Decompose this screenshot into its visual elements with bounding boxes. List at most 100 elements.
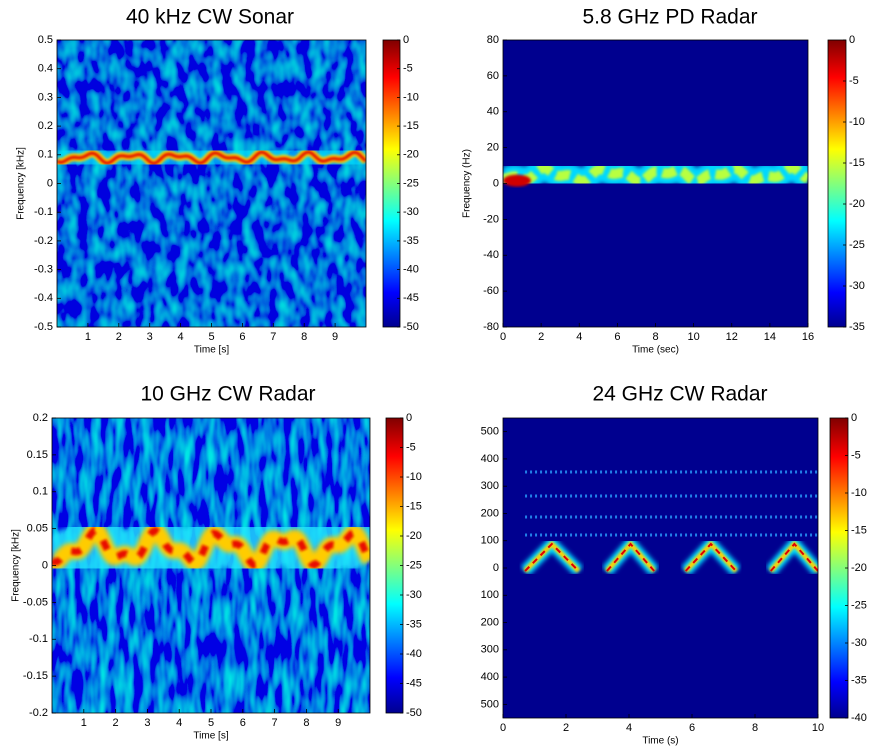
y-tick-label: -0.5 — [34, 321, 53, 333]
y-tick-label: 80 — [487, 34, 499, 46]
spectrogram-blob — [503, 174, 531, 187]
panel: 5.8 GHz PD Radar 0 2 4 6 8 10 12 14 16 -80 -60 -40 -2… — [462, 6, 865, 356]
spectrogram-noise — [57, 40, 366, 327]
x-axis-label: Time [s] — [194, 345, 229, 356]
y-tick-label: 0.4 — [38, 63, 53, 75]
colorbar-tick-label: -30 — [849, 280, 865, 292]
colorbar-tick-label: -5 — [403, 63, 413, 75]
x-tick-label: 7 — [272, 717, 278, 729]
y-tick-label: -80 — [483, 321, 499, 333]
spectrogram-background — [503, 418, 818, 718]
spectrogram-arc — [684, 542, 737, 572]
y-tick-label: 200 — [481, 616, 499, 628]
y-tick-label: 400 — [481, 453, 499, 465]
chart-title: 40 kHz CW Sonar — [126, 6, 294, 29]
spectrogram-arc — [606, 542, 655, 572]
x-tick-label: 14 — [764, 331, 776, 343]
x-tick-label: 0 — [500, 331, 506, 343]
x-axis-label: Time (s) — [642, 736, 678, 747]
colorbar-tick-label: -35 — [406, 618, 422, 630]
colorbar — [827, 39, 847, 328]
colorbar-tick-label: -45 — [406, 677, 422, 689]
y-tick-label: 200 — [481, 507, 499, 519]
panel: 40 kHz CW Sonar 1 2 3 4 5 6 7 8 9 -0.5 -0.4 -0.3 -0.2… — [16, 6, 419, 356]
chart-title: 10 GHz CW Radar — [140, 383, 315, 406]
x-tick-label: 6 — [239, 331, 245, 343]
x-tick-label: 10 — [812, 722, 824, 734]
x-tick-label: 3 — [147, 331, 153, 343]
y-tick-label: 400 — [481, 671, 499, 683]
colorbar-tick-label: -20 — [851, 562, 867, 574]
colorbar-tick-label: -15 — [851, 524, 867, 536]
x-tick-label: 6 — [240, 717, 246, 729]
x-tick-label: 9 — [335, 717, 341, 729]
chart-title: 24 GHz CW Radar — [592, 383, 767, 406]
colorbar-tick-label: 0 — [851, 412, 857, 424]
y-tick-label: 0.5 — [38, 34, 53, 46]
x-tick-label: 8 — [652, 331, 658, 343]
y-tick-label: 500 — [481, 426, 499, 438]
y-tick-label: 0.3 — [38, 91, 53, 103]
y-axis-label: Frequency [kHz] — [16, 147, 27, 220]
colorbar-tick-label: -45 — [403, 292, 419, 304]
y-tick-label: -0.2 — [34, 235, 53, 247]
x-tick-label: 7 — [270, 331, 276, 343]
chart-title: 5.8 GHz PD Radar — [582, 6, 757, 29]
y-tick-label: 0.1 — [33, 486, 48, 498]
colorbar-tick-label: -15 — [849, 157, 865, 169]
colorbar-tick-label: -35 — [403, 235, 419, 247]
colorbar-tick-label: -10 — [406, 471, 422, 483]
spectrogram-arc — [524, 542, 580, 572]
y-tick-label: 0 — [42, 559, 48, 571]
colorbar-tick-label: -35 — [849, 321, 865, 333]
colorbar-tick-label: -20 — [406, 530, 422, 542]
colorbar-tick-label: 0 — [403, 34, 409, 46]
y-tick-label: -20 — [483, 213, 499, 225]
x-tick-label: 8 — [303, 717, 309, 729]
y-tick-label: -0.1 — [29, 633, 48, 645]
x-tick-label: 2 — [563, 722, 569, 734]
y-tick-label: -0.15 — [23, 670, 48, 682]
x-tick-label: 6 — [689, 722, 695, 734]
colorbar-tick-label: -5 — [406, 441, 416, 453]
colorbar-tick-label: 0 — [406, 412, 412, 424]
y-tick-label: 20 — [487, 142, 499, 154]
x-tick-label: 0 — [500, 722, 506, 734]
x-tick-label: 4 — [576, 331, 582, 343]
colorbar-tick-label: -25 — [849, 239, 865, 251]
colorbar-tick-label: -30 — [851, 637, 867, 649]
y-tick-label: 60 — [487, 70, 499, 82]
x-tick-label: 3 — [144, 717, 150, 729]
y-tick-label: 0.05 — [27, 523, 48, 535]
colorbar-tick-label: -40 — [851, 712, 867, 724]
y-tick-label: -60 — [483, 285, 499, 297]
y-tick-label: -0.2 — [29, 707, 48, 719]
x-tick-label: 9 — [332, 331, 338, 343]
panel: 24 GHz CW Radar 0 2 4 6 8 10 500 400 300 200 100 0 10… — [481, 383, 867, 747]
y-tick-label: -0.05 — [23, 596, 48, 608]
x-tick-label: 16 — [802, 331, 814, 343]
x-tick-label: 1 — [81, 717, 87, 729]
spectrogram — [503, 418, 818, 718]
y-tick-label: -0.3 — [34, 264, 53, 276]
colorbar-tick-label: -20 — [849, 198, 865, 210]
x-tick-label: 2 — [113, 717, 119, 729]
y-tick-label: -0.4 — [34, 292, 53, 304]
x-axis-label: Time (sec) — [632, 345, 679, 356]
x-tick-label: 5 — [208, 717, 214, 729]
y-tick-label: 100 — [481, 535, 499, 547]
y-tick-label: 0.15 — [27, 449, 48, 461]
x-tick-label: 6 — [614, 331, 620, 343]
colorbar-tick-label: -25 — [403, 177, 419, 189]
colorbar-tick-label: -5 — [849, 75, 859, 87]
colorbar-tick-label: -50 — [403, 321, 419, 333]
colorbar-tick-label: -20 — [403, 149, 419, 161]
x-tick-label: 4 — [178, 331, 184, 343]
spectrogram — [503, 40, 808, 327]
colorbar-tick-label: -15 — [403, 120, 419, 132]
x-tick-label: 1 — [85, 331, 91, 343]
x-tick-label: 4 — [626, 722, 632, 734]
y-tick-label: 0.2 — [33, 412, 48, 424]
y-tick-label: -40 — [483, 249, 499, 261]
colorbar-tick-label: -10 — [849, 116, 865, 128]
